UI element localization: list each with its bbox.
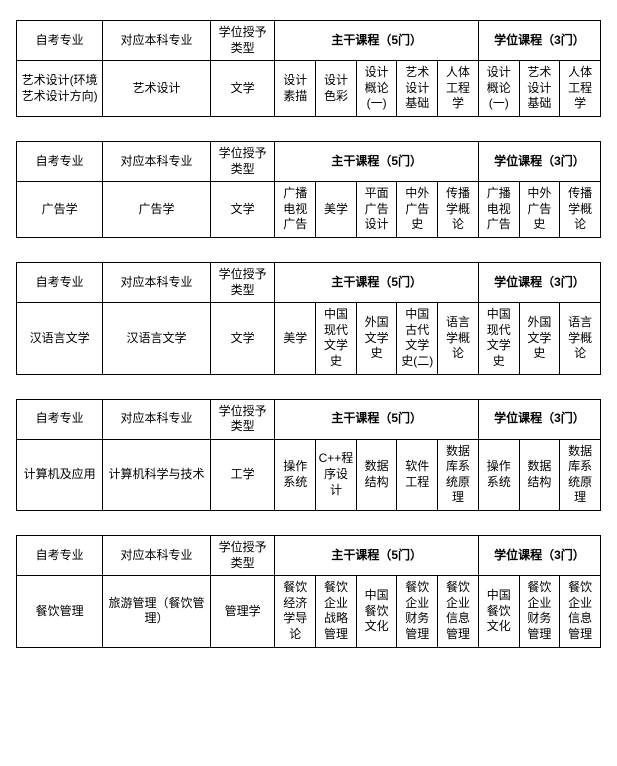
col-major-header: 自考专业 xyxy=(17,536,103,576)
col-degree-courses-header: 学位课程（3门） xyxy=(478,21,600,61)
table-header-row: 自考专业对应本科专业学位授予类型主干课程（5门）学位课程（3门） xyxy=(17,399,601,439)
col-degree-courses-header: 学位课程（3门） xyxy=(478,536,600,576)
cell-main-course-0: 美学 xyxy=(275,303,316,374)
cell-main-course-0: 操作系统 xyxy=(275,439,316,510)
cell-main-course-3: 餐饮企业财务管理 xyxy=(397,576,438,647)
table-data-row: 广告学广告学文学广播电视广告美学平面广告设计中外广告史传播学概论广播电视广告中外… xyxy=(17,182,601,238)
cell-main-course-1: 餐饮企业战略管理 xyxy=(316,576,357,647)
cell-degree-course-2: 餐饮企业信息管理 xyxy=(560,576,601,647)
program-table-2: 自考专业对应本科专业学位授予类型主干课程（5门）学位课程（3门）汉语言文学汉语言… xyxy=(16,262,601,375)
col-bachelor-header: 对应本科专业 xyxy=(103,141,211,181)
col-main-courses-header: 主干课程（5门） xyxy=(275,141,478,181)
cell-main-course-2: 外国文学史 xyxy=(356,303,397,374)
col-main-courses-header: 主干课程（5门） xyxy=(275,262,478,302)
cell-degree-course-2: 人体工程学 xyxy=(560,61,601,117)
col-main-courses-header: 主干课程（5门） xyxy=(275,399,478,439)
col-main-courses-header: 主干课程（5门） xyxy=(275,21,478,61)
cell-main-course-2: 平面广告设计 xyxy=(356,182,397,238)
col-degree-courses-header: 学位课程（3门） xyxy=(478,399,600,439)
col-degree-courses-header: 学位课程（3门） xyxy=(478,262,600,302)
cell-degree-course-0: 中国餐饮文化 xyxy=(478,576,519,647)
table-header-row: 自考专业对应本科专业学位授予类型主干课程（5门）学位课程（3门） xyxy=(17,536,601,576)
cell-major: 广告学 xyxy=(17,182,103,238)
col-degree-type-header: 学位授予类型 xyxy=(210,399,275,439)
cell-main-course-4: 餐饮企业信息管理 xyxy=(438,576,479,647)
col-main-courses-header: 主干课程（5门） xyxy=(275,536,478,576)
cell-degree-course-1: 外国文学史 xyxy=(519,303,560,374)
cell-degree-course-2: 数据库系统原理 xyxy=(560,439,601,510)
cell-main-course-1: 中国现代文学史 xyxy=(316,303,357,374)
cell-degree-course-1: 艺术设计基础 xyxy=(519,61,560,117)
col-major-header: 自考专业 xyxy=(17,262,103,302)
cell-main-course-4: 语言学概论 xyxy=(438,303,479,374)
cell-bachelor: 艺术设计 xyxy=(103,61,211,117)
col-bachelor-header: 对应本科专业 xyxy=(103,536,211,576)
cell-main-course-3: 中国古代文学史(二) xyxy=(397,303,438,374)
program-table-4: 自考专业对应本科专业学位授予类型主干课程（5门）学位课程（3门）餐饮管理旅游管理… xyxy=(16,535,601,648)
cell-main-course-1: 美学 xyxy=(316,182,357,238)
cell-degree-course-2: 语言学概论 xyxy=(560,303,601,374)
col-bachelor-header: 对应本科专业 xyxy=(103,262,211,302)
col-major-header: 自考专业 xyxy=(17,141,103,181)
cell-main-course-3: 中外广告史 xyxy=(397,182,438,238)
col-degree-type-header: 学位授予类型 xyxy=(210,21,275,61)
cell-bachelor: 旅游管理（餐饮管理） xyxy=(103,576,211,647)
table-header-row: 自考专业对应本科专业学位授予类型主干课程（5门）学位课程（3门） xyxy=(17,21,601,61)
program-table-0: 自考专业对应本科专业学位授予类型主干课程（5门）学位课程（3门）艺术设计(环境艺… xyxy=(16,20,601,117)
cell-degree-type: 文学 xyxy=(210,182,275,238)
col-bachelor-header: 对应本科专业 xyxy=(103,399,211,439)
cell-bachelor: 汉语言文学 xyxy=(103,303,211,374)
table-data-row: 艺术设计(环境艺术设计方向)艺术设计文学设计素描设计色彩设计概论(一)艺术设计基… xyxy=(17,61,601,117)
cell-degree-course-1: 餐饮企业财务管理 xyxy=(519,576,560,647)
cell-major: 餐饮管理 xyxy=(17,576,103,647)
col-major-header: 自考专业 xyxy=(17,399,103,439)
table-data-row: 餐饮管理旅游管理（餐饮管理）管理学餐饮经济学导论餐饮企业战略管理中国餐饮文化餐饮… xyxy=(17,576,601,647)
cell-main-course-4: 数据库系统原理 xyxy=(438,439,479,510)
cell-degree-course-0: 中国现代文学史 xyxy=(478,303,519,374)
cell-degree-type: 文学 xyxy=(210,303,275,374)
table-data-row: 汉语言文学汉语言文学文学美学中国现代文学史外国文学史中国古代文学史(二)语言学概… xyxy=(17,303,601,374)
cell-main-course-0: 广播电视广告 xyxy=(275,182,316,238)
col-degree-courses-header: 学位课程（3门） xyxy=(478,141,600,181)
col-bachelor-header: 对应本科专业 xyxy=(103,21,211,61)
cell-bachelor: 广告学 xyxy=(103,182,211,238)
col-major-header: 自考专业 xyxy=(17,21,103,61)
cell-degree-course-0: 设计概论(一) xyxy=(478,61,519,117)
program-table-1: 自考专业对应本科专业学位授予类型主干课程（5门）学位课程（3门）广告学广告学文学… xyxy=(16,141,601,238)
col-degree-type-header: 学位授予类型 xyxy=(210,262,275,302)
cell-main-course-2: 中国餐饮文化 xyxy=(356,576,397,647)
cell-degree-type: 文学 xyxy=(210,61,275,117)
program-table-3: 自考专业对应本科专业学位授予类型主干课程（5门）学位课程（3门）计算机及应用计算… xyxy=(16,399,601,512)
cell-main-course-3: 软件工程 xyxy=(397,439,438,510)
cell-degree-type: 管理学 xyxy=(210,576,275,647)
cell-degree-course-1: 数据结构 xyxy=(519,439,560,510)
table-header-row: 自考专业对应本科专业学位授予类型主干课程（5门）学位课程（3门） xyxy=(17,262,601,302)
cell-bachelor: 计算机科学与技术 xyxy=(103,439,211,510)
cell-major: 汉语言文学 xyxy=(17,303,103,374)
col-degree-type-header: 学位授予类型 xyxy=(210,141,275,181)
cell-major: 计算机及应用 xyxy=(17,439,103,510)
table-header-row: 自考专业对应本科专业学位授予类型主干课程（5门）学位课程（3门） xyxy=(17,141,601,181)
col-degree-type-header: 学位授予类型 xyxy=(210,536,275,576)
cell-main-course-1: C++程序设计 xyxy=(316,439,357,510)
table-data-row: 计算机及应用计算机科学与技术工学操作系统C++程序设计数据结构软件工程数据库系统… xyxy=(17,439,601,510)
cell-degree-course-1: 中外广告史 xyxy=(519,182,560,238)
cell-degree-type: 工学 xyxy=(210,439,275,510)
cell-main-course-0: 设计素描 xyxy=(275,61,316,117)
cell-main-course-1: 设计色彩 xyxy=(316,61,357,117)
cell-main-course-0: 餐饮经济学导论 xyxy=(275,576,316,647)
cell-main-course-4: 人体工程学 xyxy=(438,61,479,117)
cell-main-course-2: 数据结构 xyxy=(356,439,397,510)
cell-main-course-2: 设计概论(一) xyxy=(356,61,397,117)
cell-degree-course-0: 操作系统 xyxy=(478,439,519,510)
cell-main-course-4: 传播学概论 xyxy=(438,182,479,238)
cell-main-course-3: 艺术设计基础 xyxy=(397,61,438,117)
cell-degree-course-0: 广播电视广告 xyxy=(478,182,519,238)
tables-container: 自考专业对应本科专业学位授予类型主干课程（5门）学位课程（3门）艺术设计(环境艺… xyxy=(16,20,601,648)
cell-major: 艺术设计(环境艺术设计方向) xyxy=(17,61,103,117)
cell-degree-course-2: 传播学概论 xyxy=(560,182,601,238)
